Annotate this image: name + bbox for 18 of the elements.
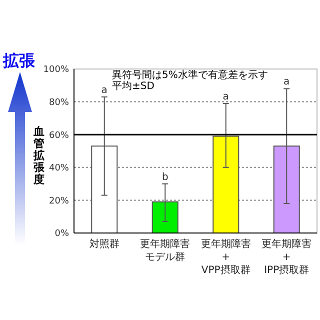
text: 拡張 bbox=[2, 51, 36, 70]
y-tick-label: 60% bbox=[48, 130, 70, 141]
x-tick-label: 対照群 bbox=[89, 238, 120, 250]
y-axis-title: 血管拡張度 bbox=[32, 125, 46, 186]
y-tick-label: 20% bbox=[48, 196, 70, 206]
x-tick-label: 更年期障害 + VPP摂取群 bbox=[200, 238, 251, 276]
annotation: a bbox=[284, 76, 290, 88]
y-tick-label: 40% bbox=[48, 164, 70, 174]
y-tick-label: 0% bbox=[54, 229, 70, 240]
annotation: a bbox=[222, 91, 229, 102]
annotation: a bbox=[101, 84, 108, 96]
annotation: b bbox=[162, 172, 168, 183]
y-tick-label: 100% bbox=[43, 65, 70, 76]
x-tick-label: 更年期障害モデル群 bbox=[140, 238, 190, 263]
annotation: 平均±SD bbox=[112, 80, 155, 92]
x-tick-label: 更年期障害 + IPP摂取群 bbox=[262, 238, 312, 276]
y-tick-label: 80% bbox=[48, 98, 70, 108]
annotation: 異符号間は5%水準で有意差を示す bbox=[112, 69, 268, 81]
